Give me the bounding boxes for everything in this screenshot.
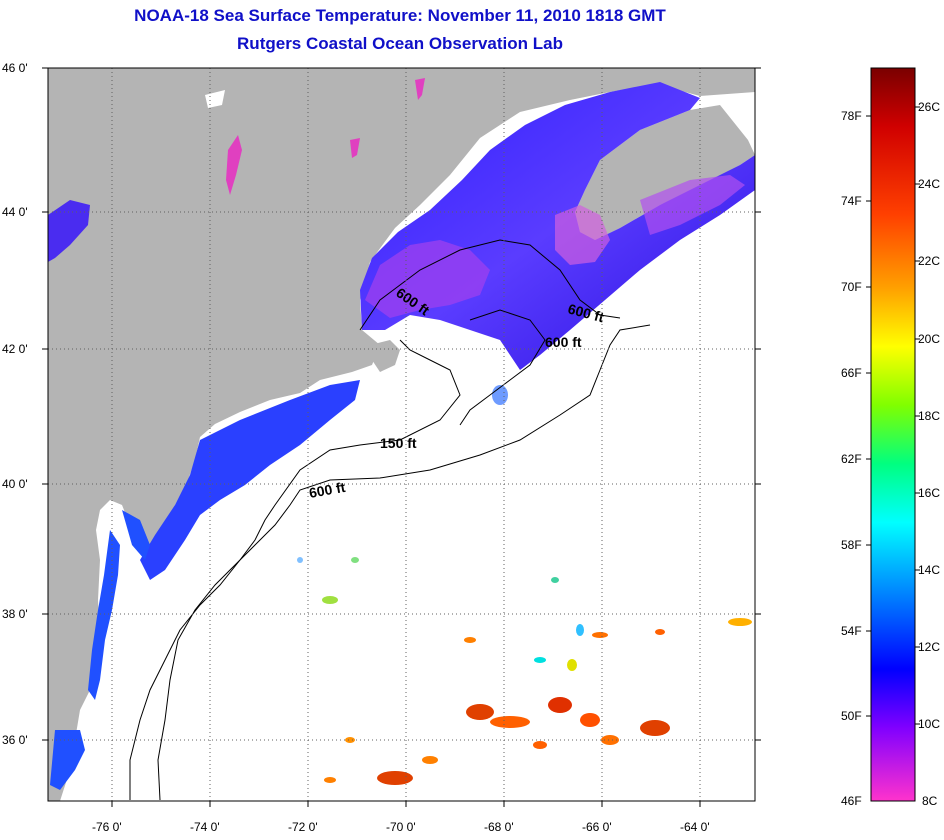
colorbar-f-label: 54F bbox=[841, 624, 862, 638]
inland-lake bbox=[415, 78, 425, 100]
contour-label: 600 ft bbox=[545, 334, 582, 350]
colorbar-c-label: 10C bbox=[918, 717, 941, 731]
warm-eddies bbox=[324, 618, 752, 785]
lat-label: 42 0' bbox=[2, 342, 28, 356]
contour-label: 600 ft bbox=[308, 479, 347, 501]
lat-label: 46 0' bbox=[2, 61, 28, 75]
map-frame bbox=[47, 67, 756, 802]
lon-label: -70 0' bbox=[386, 820, 416, 834]
colorbar-f-label: 58F bbox=[841, 538, 862, 552]
colorbar-c-label: 14C bbox=[918, 563, 941, 577]
delaware-bay bbox=[122, 510, 150, 560]
colorbar-c-label: 24C bbox=[918, 177, 941, 191]
colorbar-f-label: 78F bbox=[841, 109, 862, 123]
shelf-water-sst bbox=[140, 380, 360, 580]
colorbar-f-label: 74F bbox=[841, 194, 862, 208]
colorbar-c-label: 18C bbox=[918, 409, 941, 423]
colorbar-c-label: 20C bbox=[918, 332, 941, 346]
gulf-purple-patch bbox=[640, 175, 745, 235]
land-mainland bbox=[48, 68, 755, 801]
land-nova-scotia bbox=[575, 105, 755, 240]
land-cape-cod bbox=[370, 340, 400, 372]
lon-label: -72 0' bbox=[288, 820, 318, 834]
gulf-purple-patch bbox=[555, 205, 610, 265]
colorbar-f-label: 62F bbox=[841, 452, 862, 466]
bathymetry-contours bbox=[129, 239, 651, 801]
colorbar bbox=[870, 67, 916, 802]
colorbar-c-label: 8C bbox=[922, 794, 938, 808]
colorbar-ticks bbox=[866, 106, 920, 725]
colorbar-f-label: 50F bbox=[841, 709, 862, 723]
lat-label: 36 0' bbox=[2, 733, 28, 747]
lon-label: -64 0' bbox=[680, 820, 710, 834]
colorbar-c-label: 26C bbox=[918, 100, 941, 114]
inland-lake bbox=[205, 90, 225, 108]
lat-label: 44 0' bbox=[2, 205, 28, 219]
inland-lake bbox=[350, 138, 360, 158]
pamlico-water bbox=[50, 730, 85, 790]
lon-label: -68 0' bbox=[484, 820, 514, 834]
contour-label: 150 ft bbox=[380, 435, 417, 451]
colorbar-c-label: 22C bbox=[918, 254, 941, 268]
axis-ticks bbox=[42, 67, 761, 807]
lon-label: -74 0' bbox=[190, 820, 220, 834]
map-title: NOAA-18 Sea Surface Temperature: Novembe… bbox=[134, 6, 666, 25]
colorbar-f-label: 46F bbox=[841, 794, 862, 808]
colorbar-c-label: 16C bbox=[918, 486, 941, 500]
lon-label: -66 0' bbox=[582, 820, 612, 834]
lake-champlain bbox=[226, 135, 242, 195]
colorbar-f-label: 66F bbox=[841, 366, 862, 380]
map-subtitle: Rutgers Coastal Ocean Observation Lab bbox=[237, 34, 563, 53]
colorbar-f-label: 70F bbox=[841, 280, 862, 294]
colorbar-c-label: 12C bbox=[918, 640, 941, 654]
lon-label: -76 0' bbox=[92, 820, 122, 834]
gulf-purple-patch bbox=[365, 240, 490, 318]
lake-ontario bbox=[48, 200, 90, 262]
lat-label: 40 0' bbox=[2, 477, 28, 491]
lat-label: 38 0' bbox=[2, 607, 28, 621]
